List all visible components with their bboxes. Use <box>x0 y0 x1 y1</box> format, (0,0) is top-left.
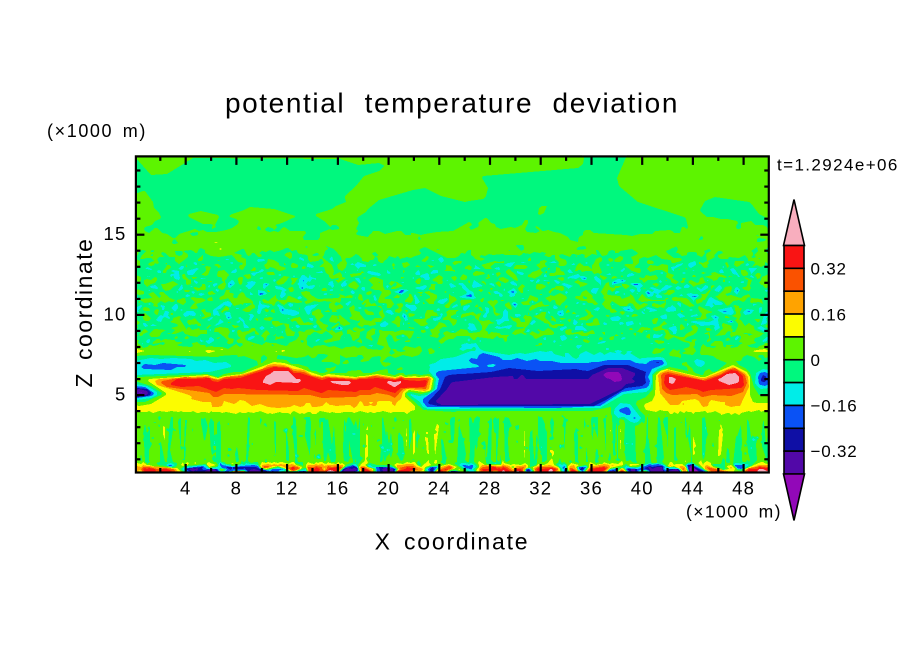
svg-text:16: 16 <box>326 478 349 499</box>
svg-text:15: 15 <box>104 223 127 244</box>
svg-text:40: 40 <box>631 478 654 499</box>
svg-text:5: 5 <box>115 384 127 405</box>
svg-text:20: 20 <box>377 478 400 499</box>
svg-text:44: 44 <box>681 478 704 499</box>
svg-text:36: 36 <box>580 478 603 499</box>
svg-text:potential temperature deviatio: potential temperature deviation <box>225 88 679 119</box>
svg-text:−0.16: −0.16 <box>811 397 858 416</box>
svg-text:12: 12 <box>276 478 299 499</box>
svg-text:t=1.2924e+06: t=1.2924e+06 <box>777 156 899 175</box>
svg-text:28: 28 <box>479 478 502 499</box>
svg-text:(×1000 m): (×1000 m) <box>686 502 782 522</box>
svg-text:48: 48 <box>732 478 755 499</box>
svg-text:0.16: 0.16 <box>811 305 847 324</box>
svg-text:24: 24 <box>428 478 451 499</box>
svg-text:10: 10 <box>104 303 127 324</box>
svg-text:0: 0 <box>811 351 821 370</box>
svg-text:Z coordinate: Z coordinate <box>71 238 97 388</box>
svg-text:0.32: 0.32 <box>811 260 847 279</box>
svg-text:32: 32 <box>529 478 552 499</box>
svg-text:8: 8 <box>231 478 243 499</box>
svg-text:−0.32: −0.32 <box>811 442 858 461</box>
svg-text:(×1000 m): (×1000 m) <box>47 121 147 141</box>
svg-text:X coordinate: X coordinate <box>375 529 530 555</box>
svg-text:4: 4 <box>180 478 192 499</box>
